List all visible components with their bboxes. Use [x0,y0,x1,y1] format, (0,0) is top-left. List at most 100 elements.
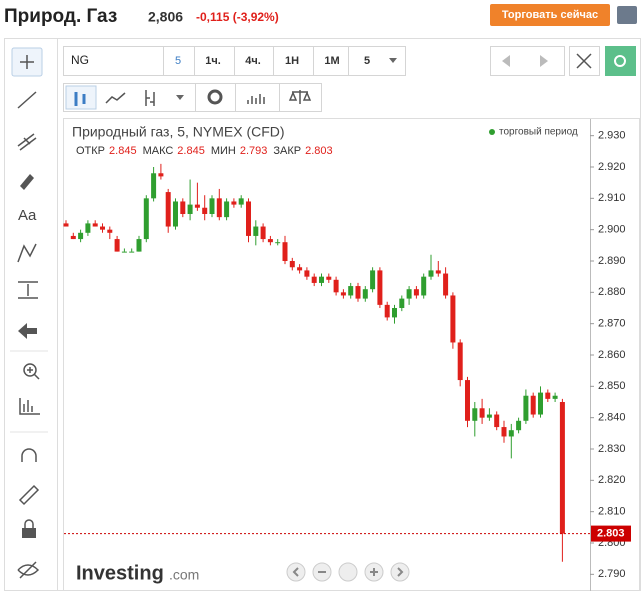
bar-type[interactable] [145,90,155,106]
candle-body [559,402,565,534]
chart-title: Природный газ, 5, NYMEX (CFD) [72,124,285,140]
y-tick-label: 2.890 [598,255,626,267]
candle-body [216,198,222,218]
candle-body [348,286,354,296]
interval-button[interactable]: 5 [364,55,370,67]
zoom-tool[interactable] [23,363,37,377]
line-type[interactable] [105,92,126,104]
candle-body [238,198,244,205]
candle-body [289,261,295,268]
pattern-tool[interactable] [17,243,37,263]
logo-suffix: .com [169,567,199,583]
candle-body [151,173,157,199]
y-tick-label: 2.920 [598,161,626,173]
candle-body [143,198,149,240]
candle-body [136,239,142,252]
candle-body [304,270,310,277]
candle-body [253,226,259,236]
candle-body [173,201,178,227]
candle-body [129,251,135,253]
magnet-tool[interactable] [21,448,37,462]
candle-body [355,286,361,299]
undo[interactable] [502,55,510,67]
scroll-right[interactable] [390,562,410,582]
last-price-label: 2.803 [597,528,625,540]
pencil-tool[interactable] [18,484,40,506]
interval-dropdown[interactable] [389,58,397,63]
candle-body [209,198,215,214]
candle-body [194,204,200,208]
interval-button[interactable]: 5 [175,55,181,67]
brush-tool[interactable] [20,174,34,190]
y-tick-label: 2.830 [598,443,626,455]
candle-body [202,207,208,214]
y-tick-label: 2.930 [598,130,626,142]
candle-body [311,276,317,283]
candle-body [85,223,91,233]
last-price-tag [591,525,631,542]
y-tick-label: 2.860 [598,349,626,361]
candle-body [501,427,507,437]
candle-body [180,201,186,214]
indicator-tool[interactable] [19,398,40,415]
candle-body [545,392,551,399]
back-tool[interactable] [18,323,37,339]
scroll-left[interactable] [286,562,306,582]
settings[interactable] [207,89,223,105]
legend-label: МАКС [143,145,174,157]
candle-body [114,239,120,252]
candle-body [275,242,281,244]
trade-button[interactable] [490,4,610,26]
indicators[interactable] [247,94,265,104]
y-tick-label: 2.840 [598,412,626,424]
nav-buttons [286,562,410,582]
chart-frame [63,118,640,591]
candle-body [530,395,536,415]
candle-body [479,408,485,418]
compare[interactable] [288,90,312,104]
legend-value: 2.793 [240,145,268,157]
candle-body [370,270,376,290]
fib-tool[interactable] [17,133,37,151]
add-icon[interactable] [617,6,637,24]
measure-tool[interactable] [18,281,38,299]
redo[interactable] [540,55,548,67]
interval-button[interactable]: 1М [324,55,339,67]
trade-button-label[interactable]: Торговать сейчас [502,9,598,21]
interval-button[interactable]: 1Н [285,55,299,67]
candle-body [92,223,98,227]
candle-body [340,292,346,296]
candle-body [377,270,383,305]
candle-body [443,273,449,296]
session-dot [489,129,495,135]
candle-body [187,204,193,214]
candle-body [224,201,230,218]
legend-value: 2.803 [305,145,333,157]
top-toolbar: NG 5 1ч. 4ч. 1Н 1М 5 [63,46,636,112]
y-tick-label: 2.850 [598,380,626,392]
interval-button[interactable]: 1ч. [205,55,221,67]
lock-tool[interactable] [22,528,36,538]
candle-body [63,223,69,227]
interval-button[interactable]: 4ч. [245,55,261,67]
hide-tool[interactable] [17,561,40,579]
screenshot[interactable] [605,46,636,76]
candle-body [450,295,456,343]
legend-value: 2.845 [177,145,205,157]
candle-body [100,226,105,230]
candle-body [107,229,113,233]
y-tick-label: 2.790 [598,568,626,580]
candle-body [121,251,127,253]
symbol-input[interactable]: NG [71,53,89,67]
text-tool[interactable]: Aa [18,207,37,224]
reset[interactable] [338,562,358,582]
instrument-title: Природ. Газ [4,6,117,27]
candle-body [362,289,368,299]
candles-type[interactable] [65,85,97,110]
candle-body [231,201,237,205]
legend-label: ЗАКР [273,145,301,157]
line-tool[interactable] [17,91,37,109]
y-tick-label: 2.820 [598,474,626,486]
